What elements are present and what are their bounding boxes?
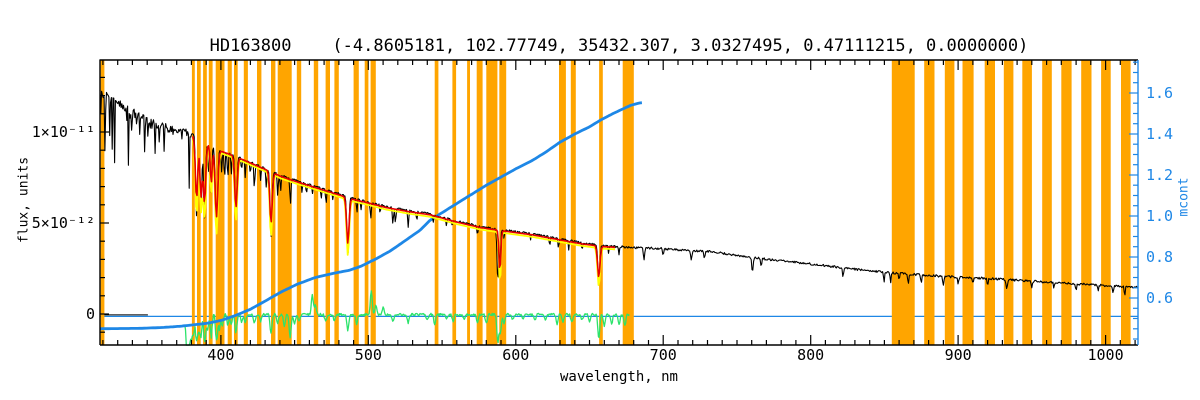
masked-band: [100, 60, 105, 345]
masked-band: [476, 60, 483, 345]
spectrum-curve: [99, 89, 1139, 296]
x-tick-label: 400: [207, 346, 234, 364]
masked-band: [891, 60, 915, 345]
masked-band: [257, 60, 262, 345]
x-tick-label: 1000: [1088, 346, 1124, 364]
wavelength-axis-label: wavelength, nm: [559, 369, 678, 385]
flux-tick-label: 0: [86, 305, 95, 323]
x-tick-label: 700: [650, 346, 677, 364]
masked-band: [1042, 60, 1052, 345]
fit-curve-red: [192, 136, 615, 278]
masked-band: [313, 60, 319, 345]
masked-band: [499, 60, 507, 345]
plot-title: HD163800 (-4.8605181, 102.77749, 35432.3…: [209, 36, 1029, 56]
masked-band: [452, 60, 457, 345]
masked-band: [370, 60, 376, 345]
masked-band: [1081, 60, 1092, 345]
masked-band: [944, 60, 955, 345]
masked-band: [570, 60, 576, 345]
masked-band: [1121, 60, 1131, 345]
masked-band: [334, 60, 339, 345]
mcont-tick-label: 1.6: [1146, 84, 1173, 102]
masked-band: [1061, 60, 1072, 345]
masked-band: [208, 60, 213, 345]
masked-band: [215, 60, 225, 345]
masked-band: [197, 60, 201, 345]
x-tick-label: 800: [797, 346, 824, 364]
masked-band: [277, 60, 292, 345]
flux-axis-label: flux, units: [16, 156, 32, 244]
x-tick-label: 900: [945, 346, 972, 364]
mcont-tick-label: 1.0: [1146, 207, 1173, 225]
masked-band: [984, 60, 995, 345]
masked-band: [559, 60, 566, 345]
x-tick-label: 500: [355, 346, 382, 364]
masked-band: [486, 60, 498, 345]
masked-band: [191, 60, 195, 345]
masked-band: [227, 60, 232, 345]
mcont-tick-label: 1.2: [1146, 166, 1173, 184]
masked-band: [325, 60, 330, 345]
mcont-curve: [99, 101, 643, 331]
masked-band: [1003, 60, 1014, 345]
masked-bands: [100, 60, 1131, 345]
masked-band: [467, 60, 470, 345]
fit-curve-yellow: [192, 138, 615, 286]
masked-band: [1101, 60, 1111, 345]
masked-band: [296, 60, 302, 345]
masked-band: [1022, 60, 1032, 345]
mcont-tick-label: 0.8: [1146, 248, 1173, 266]
x-tick-label: 600: [502, 346, 529, 364]
axis-ticks: [100, 60, 1138, 345]
masked-band: [962, 60, 974, 345]
masked-band: [243, 60, 248, 345]
frame-left-top: [99, 59, 1138, 345]
masked-band: [924, 60, 935, 345]
mcont-tick-label: 1.4: [1146, 125, 1173, 143]
masked-band: [622, 60, 634, 345]
mcont-axis-label: mcont: [1176, 177, 1192, 217]
flux-tick-label: 5×10⁻¹²: [32, 214, 95, 232]
flux-tick-label: 1×10⁻¹¹: [32, 123, 95, 141]
mcont-tick-label: 0.6: [1146, 289, 1173, 307]
masked-band: [434, 60, 439, 345]
masked-band: [599, 60, 603, 345]
residual-curve: [184, 290, 630, 346]
axes-frame: [99, 59, 1139, 346]
tick-labels: 400 500 600 700 800 900 1000 0 5×10⁻¹² 1×10⁻¹¹ 0.6…: [32, 84, 1173, 364]
